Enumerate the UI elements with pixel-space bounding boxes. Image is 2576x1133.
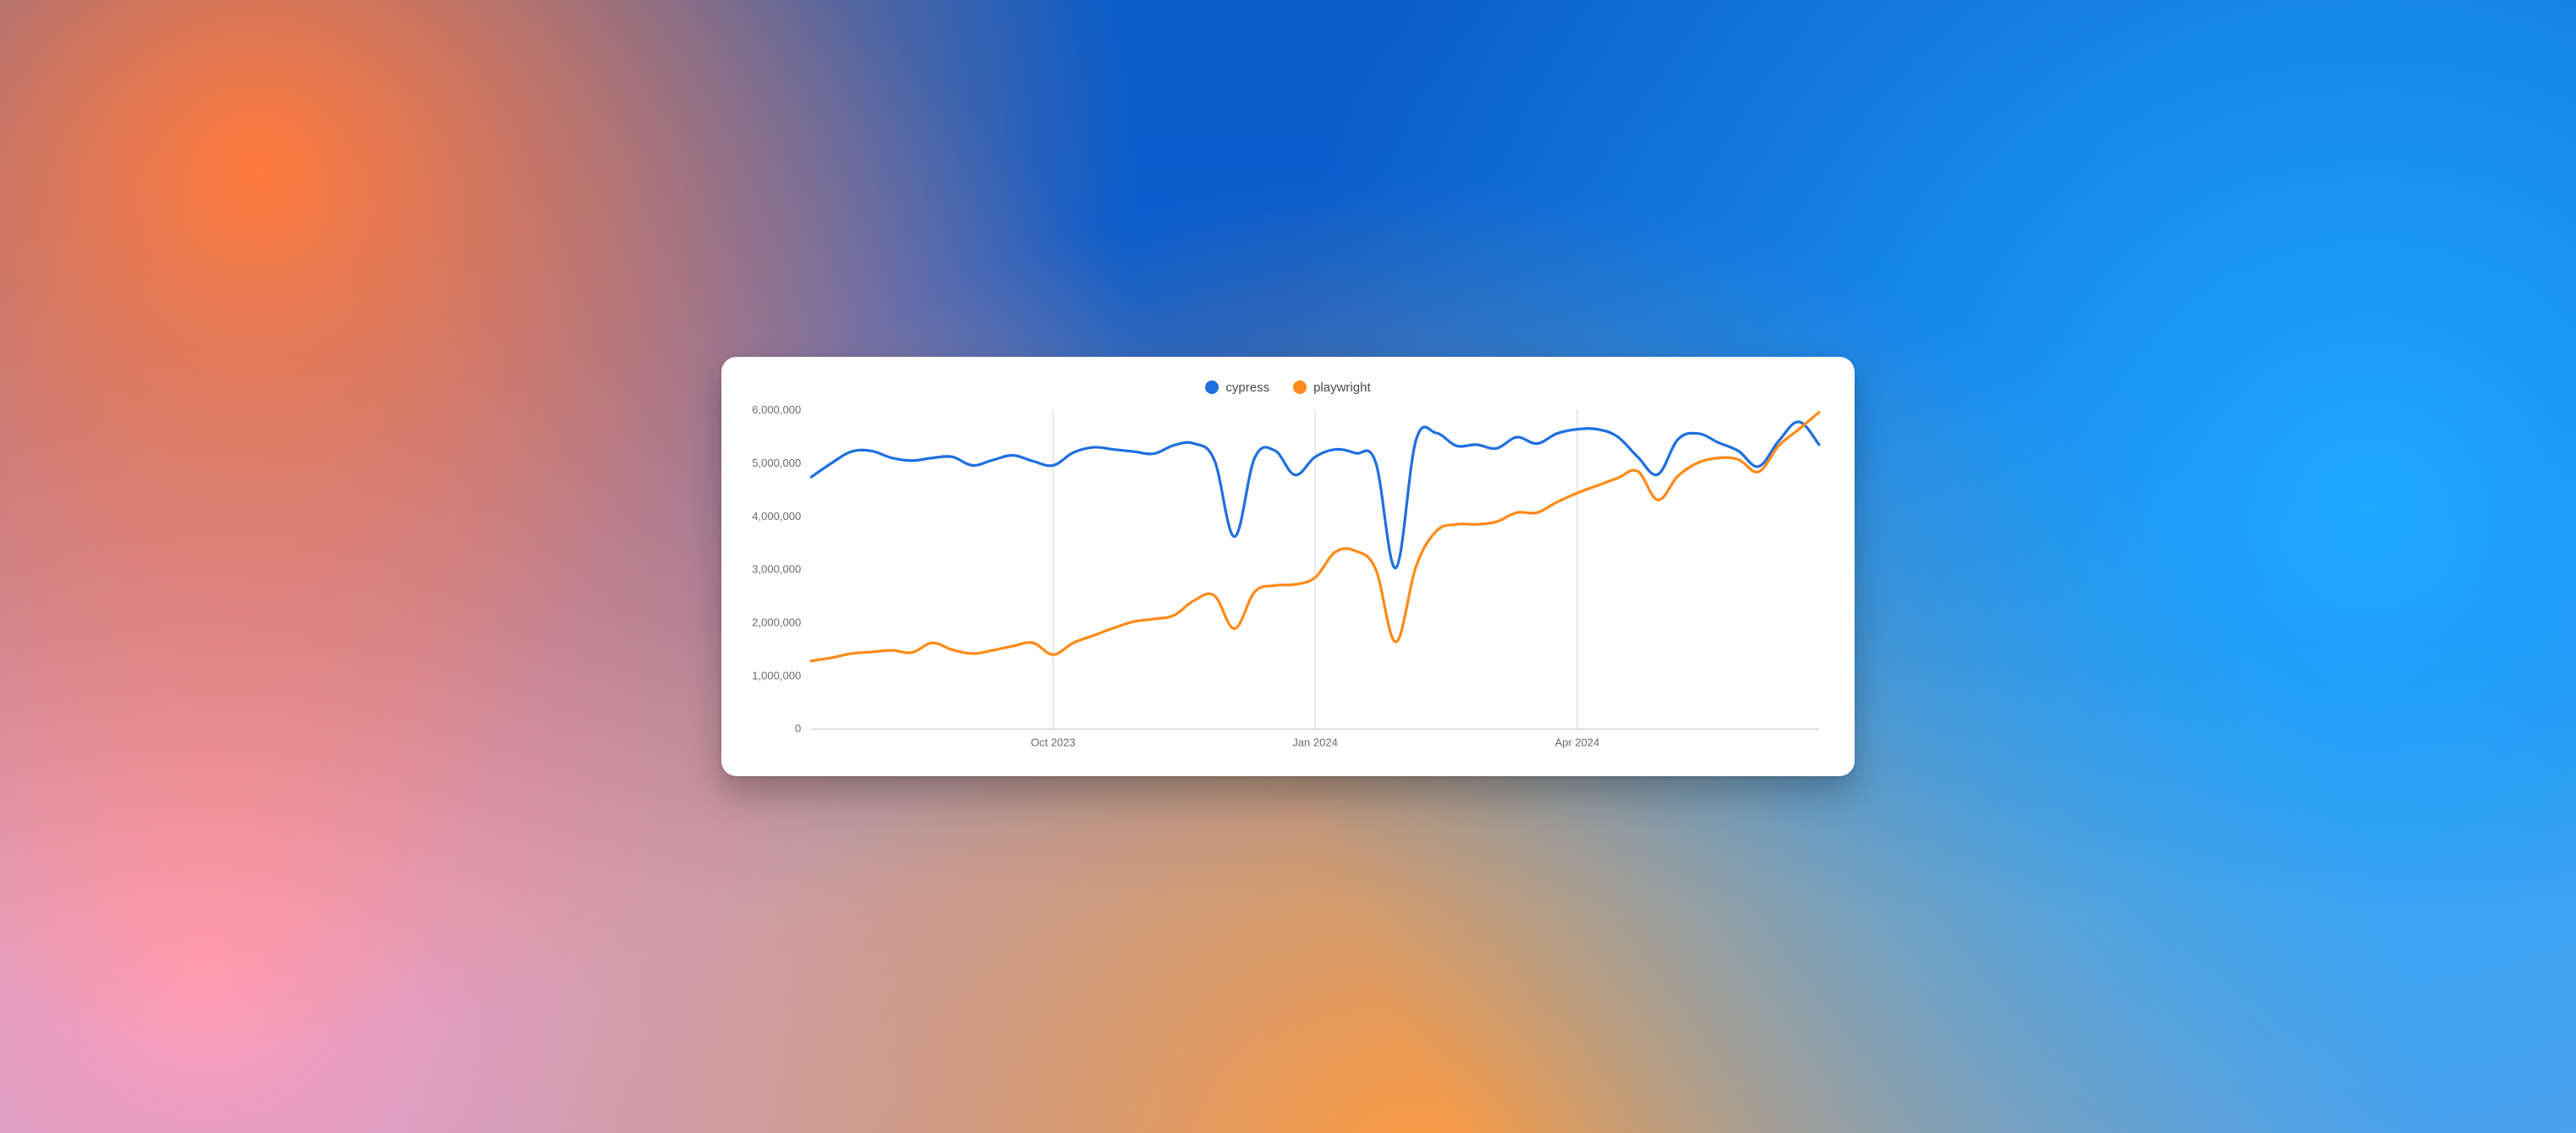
y-axis-label: 4,000,000 xyxy=(752,510,801,523)
y-axis-label: 2,000,000 xyxy=(752,616,801,628)
legend-item-cypress[interactable]: cypress xyxy=(1205,380,1269,395)
gradient-backdrop: cypress playwright Oct 2023 Jan 2024 Apr 2… xyxy=(0,0,2576,1133)
chart-card: cypress playwright Oct 2023 Jan 2024 Apr 2… xyxy=(721,357,1855,776)
legend-swatch-playwright xyxy=(1293,380,1307,394)
chart-legend: cypress playwright xyxy=(745,380,1831,395)
legend-item-playwright[interactable]: playwright xyxy=(1293,380,1371,395)
legend-label-cypress: cypress xyxy=(1225,380,1269,395)
y-axis-label: 0 xyxy=(795,722,801,735)
y-axis-label: 1,000,000 xyxy=(752,669,801,681)
y-axis-label: 6,000,000 xyxy=(752,403,801,416)
y-axis-label: 3,000,000 xyxy=(752,562,801,575)
legend-swatch-cypress xyxy=(1205,380,1219,394)
legend-label-playwright: playwright xyxy=(1313,380,1371,395)
y-axis-label: 5,000,000 xyxy=(752,457,801,469)
line-chart: Oct 2023 Jan 2024 Apr 2024 0 1,000,000 2,000,… xyxy=(745,402,1831,758)
x-axis-label: Apr 2024 xyxy=(1554,736,1599,748)
x-axis-label: Oct 2023 xyxy=(1031,736,1076,748)
x-axis-label: Jan 2024 xyxy=(1292,736,1338,748)
line-chart-svg: Oct 2023 Jan 2024 Apr 2024 0 1,000,000 2,000,… xyxy=(745,402,1831,758)
